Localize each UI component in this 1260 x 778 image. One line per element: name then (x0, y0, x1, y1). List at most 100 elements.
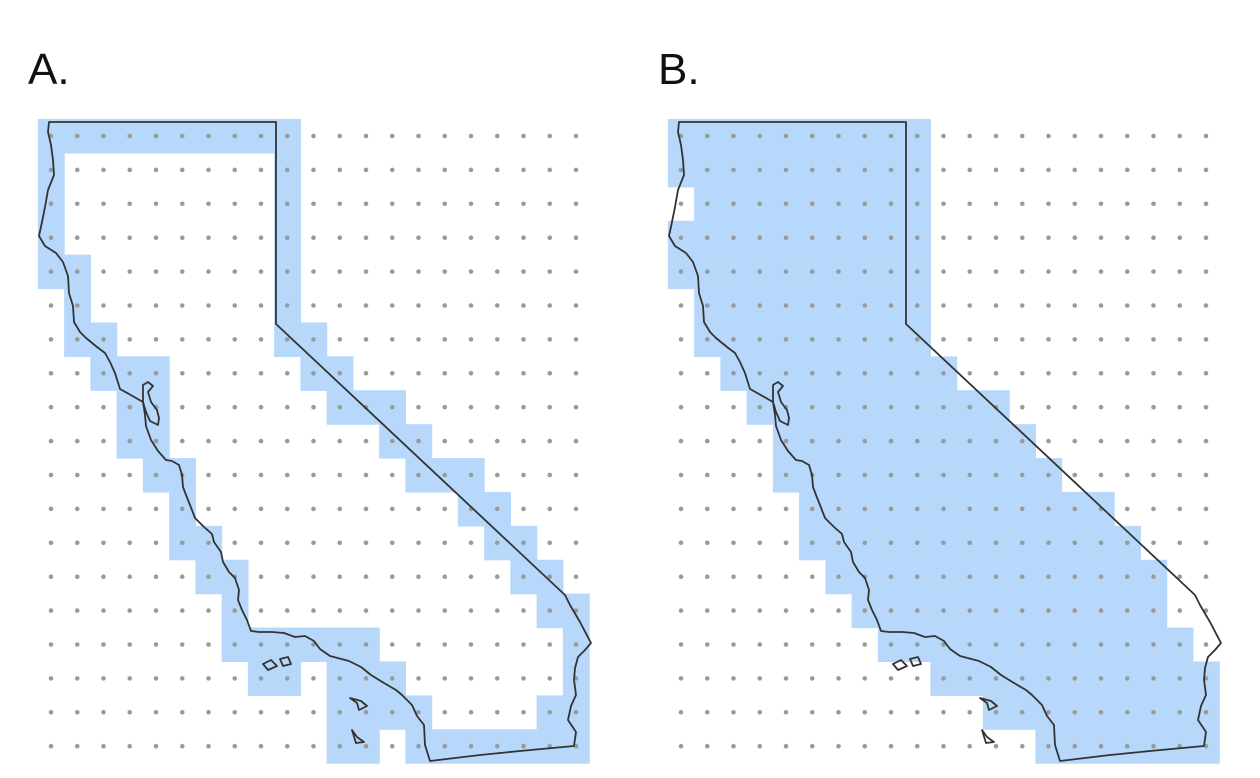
grid-dot (862, 608, 868, 613)
grid-dot (1203, 133, 1209, 139)
grid-dot (1124, 574, 1130, 579)
grid-dot (337, 710, 343, 715)
grid-dot (337, 371, 343, 376)
grid-dot (731, 743, 736, 749)
grid-dot (993, 642, 999, 647)
grid-dot (311, 676, 316, 681)
grid-dot (993, 438, 999, 444)
grid-dot (888, 201, 894, 207)
grid-dot (1019, 676, 1025, 681)
grid-dot (1072, 438, 1078, 444)
grid-dot (153, 506, 159, 512)
raster-cell (772, 424, 1036, 459)
grid-dot (337, 506, 343, 512)
grid-dot (809, 676, 815, 681)
grid-dot (311, 235, 316, 240)
grid-dot (1019, 269, 1025, 274)
grid-dot (1151, 404, 1156, 410)
grid-dot (494, 710, 500, 715)
grid-dot (783, 642, 789, 647)
grid-dot (731, 540, 736, 546)
grid-dot (284, 269, 290, 274)
grid-dot (1019, 133, 1025, 139)
grid-dot (1072, 404, 1078, 410)
grid-dot (311, 438, 316, 444)
grid-dot (1151, 438, 1156, 444)
grid-dot (1072, 608, 1078, 613)
grid-dot (232, 167, 238, 173)
grid-dot (258, 303, 264, 308)
grid-dot (809, 269, 815, 274)
grid-dot (521, 574, 526, 579)
grid-dot (783, 371, 789, 376)
grid-dot (967, 472, 973, 478)
grid-dot (731, 438, 736, 444)
grid-dot (888, 676, 894, 681)
grid-dot (993, 201, 999, 207)
grid-dot (311, 608, 316, 613)
grid-dot (521, 710, 526, 715)
raster-cell (169, 525, 223, 561)
grid-dot (941, 133, 946, 139)
grid-dot (1124, 676, 1130, 681)
grid-dot (678, 167, 684, 173)
grid-dot (704, 506, 710, 512)
grid-dot (836, 201, 841, 207)
grid-dot (888, 438, 894, 444)
grid-dot (74, 337, 80, 342)
grid-dot (1072, 472, 1078, 478)
grid-dot (573, 371, 579, 376)
grid-dot (1151, 269, 1156, 274)
grid-dot (862, 540, 868, 546)
grid-dot (573, 540, 579, 546)
grid-dot (1203, 710, 1209, 715)
grid-dot (1124, 540, 1130, 546)
grid-dot (442, 438, 448, 444)
grid-dot (914, 269, 920, 274)
grid-dot (153, 676, 159, 681)
grid-dot (1177, 642, 1183, 647)
grid-dot (48, 540, 54, 546)
grid-dot (311, 269, 316, 274)
grid-dot (442, 710, 448, 715)
grid-dot (967, 642, 973, 647)
grid-dot (783, 540, 789, 546)
grid-dot (311, 506, 316, 512)
grid-dot (389, 506, 395, 512)
grid-dot (809, 506, 815, 512)
grid-dot (179, 710, 185, 715)
grid-dot (179, 608, 185, 613)
grid-dot (206, 438, 211, 444)
grid-dot (888, 540, 894, 546)
grid-dot (284, 540, 290, 546)
grid-dot (731, 167, 736, 173)
grid-dot (993, 133, 999, 139)
grid-dot (1177, 608, 1183, 613)
panel-a-dots (48, 133, 579, 749)
grid-dot (809, 710, 815, 715)
grid-dot (704, 743, 710, 749)
grid-dot (704, 642, 710, 647)
grid-dot (1098, 540, 1104, 546)
grid-dot (258, 540, 264, 546)
grid-dot (1098, 472, 1104, 478)
grid-dot (967, 303, 973, 308)
grid-dot (363, 371, 369, 376)
grid-dot (941, 608, 946, 613)
grid-dot (521, 201, 526, 207)
grid-dot (127, 608, 133, 613)
grid-dot (1019, 371, 1025, 376)
grid-dot (494, 337, 500, 342)
grid-dot (337, 269, 343, 274)
grid-dot (521, 235, 526, 240)
grid-dot (1151, 506, 1156, 512)
grid-dot (74, 201, 80, 207)
grid-dot (1124, 642, 1130, 647)
grid-dot (232, 269, 238, 274)
grid-dot (941, 472, 946, 478)
grid-dot (1203, 540, 1209, 546)
grid-dot (1098, 337, 1104, 342)
grid-dot (1072, 710, 1078, 715)
grid-dot (258, 133, 264, 139)
grid-dot (1151, 303, 1156, 308)
